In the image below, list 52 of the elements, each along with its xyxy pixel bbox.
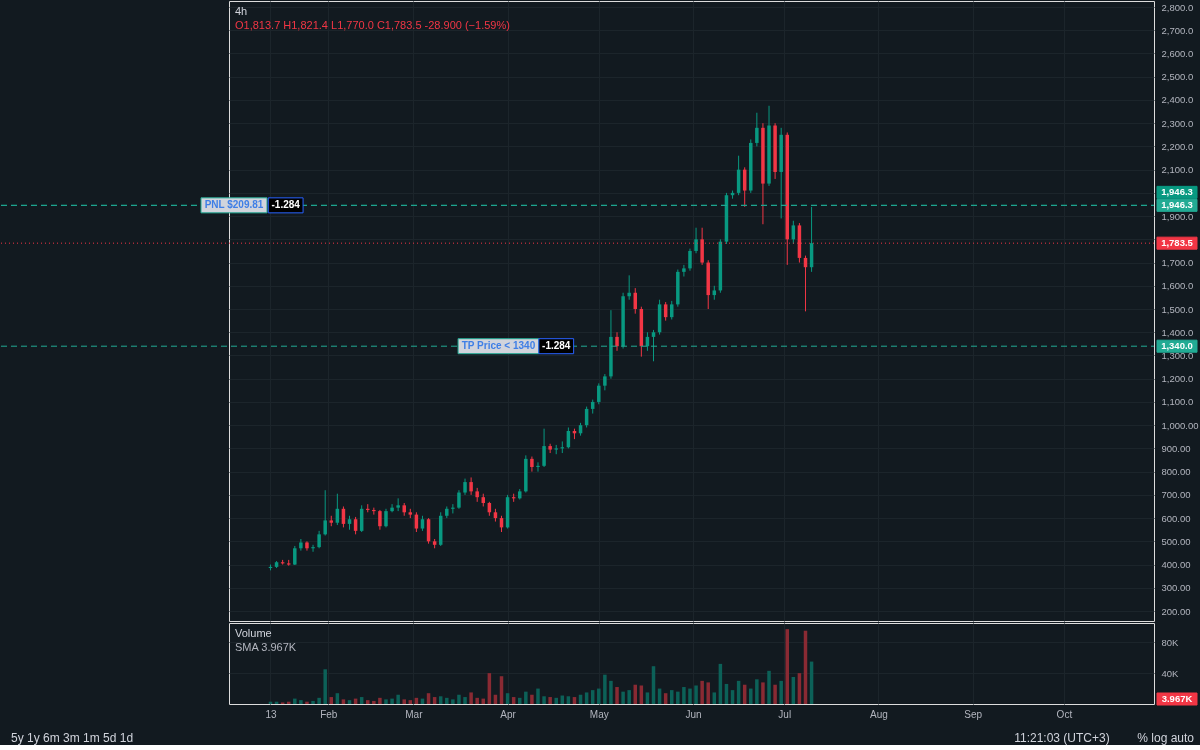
y-tick-label: 700.00 [1161, 489, 1191, 501]
y-tick-label: 300.00 [1161, 582, 1191, 594]
x-tick-label: 13 [265, 708, 277, 720]
x-tick-label: May [589, 708, 609, 720]
y-tick-label: 2,800.0 [1161, 1, 1194, 13]
y-tick-label: 2,500.0 [1161, 71, 1194, 83]
y-tick-label: 200.00 [1161, 605, 1191, 617]
text: SMA 3.967K [235, 641, 297, 653]
x-tick-label: Jun [685, 708, 702, 720]
x-tick-label: Feb [320, 708, 338, 720]
y-tick-label: 1,000.00 [1161, 419, 1199, 431]
chart-title: 4h [235, 5, 248, 17]
annotation: -1.284 [542, 340, 571, 352]
chart-title: Volume [235, 627, 272, 639]
y-tick-label: 2,600.0 [1161, 48, 1194, 59]
y-tick-label: 80K [1161, 636, 1180, 648]
y-tick-label: 500.00 [1161, 535, 1191, 547]
y-tick-label: 600.00 [1161, 512, 1191, 524]
x-tick-label: Apr [500, 708, 517, 720]
y-tick-label: 2,700.0 [1161, 24, 1194, 36]
ref-line-label: 1,946.3 [1161, 186, 1193, 198]
x-tick-label: Sep [964, 708, 983, 720]
ref-line-label: 1,946.3 [1161, 199, 1193, 211]
text: 5y 1y 6m 3m 1m 5d 1d [11, 731, 134, 745]
x-tick-label: Jul [778, 708, 792, 720]
y-tick-label: 2,100.0 [1161, 164, 1194, 176]
y-tick-label: 1,400.0 [1161, 326, 1194, 338]
text: 3.967K [1161, 693, 1193, 704]
y-tick-label: 2,400.0 [1161, 94, 1194, 106]
y-tick-label: 1,200.0 [1161, 373, 1194, 385]
y-tick-label: 1,600.0 [1161, 280, 1194, 292]
text: 11:21:03 (UTC+3) [1014, 731, 1110, 745]
text: % log auto [1137, 731, 1195, 745]
y-tick-label: 800.00 [1161, 466, 1191, 478]
text: O1,813.7 H1,821.4 L1,770.0 C1,783.5 -28.900 (−1.59%) [235, 19, 510, 31]
y-tick-label: 1,700.0 [1161, 257, 1194, 269]
ref-line-label: 1,340.0 [1161, 340, 1193, 352]
annotation: -1.284 [271, 199, 301, 211]
annotation: PNL $209.81 [204, 199, 264, 211]
annotation: TP Price < 1340 [461, 340, 536, 352]
x-tick-label: Mar [405, 708, 424, 720]
x-tick-label: Aug [870, 708, 888, 720]
y-tick-label: 2,200.0 [1161, 140, 1194, 152]
y-tick-label: 400.00 [1161, 559, 1191, 571]
y-tick-label: 1,500.0 [1161, 303, 1194, 315]
y-tick-label: 1,900.0 [1161, 210, 1194, 222]
y-tick-label: 2,300.0 [1161, 117, 1194, 129]
x-tick-label: Oct [1056, 708, 1073, 720]
y-tick-label: 900.00 [1161, 442, 1191, 454]
y-tick-label: 40K [1161, 667, 1180, 679]
ref-line-label: 1,783.5 [1161, 237, 1194, 249]
y-tick-label: 1,100.0 [1161, 396, 1194, 408]
